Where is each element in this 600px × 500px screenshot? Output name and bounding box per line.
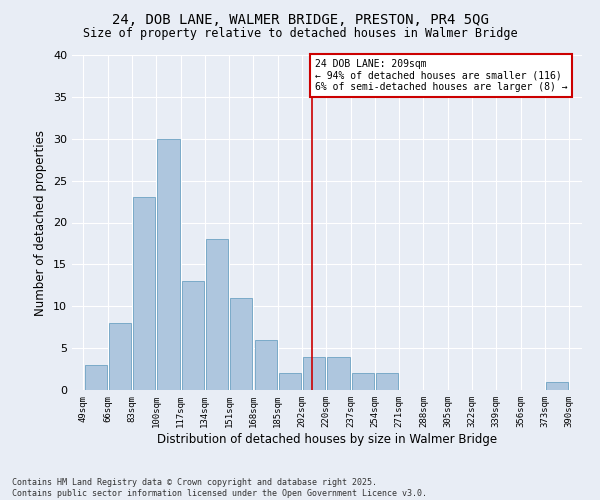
Text: Contains HM Land Registry data © Crown copyright and database right 2025.
Contai: Contains HM Land Registry data © Crown c… [12, 478, 427, 498]
Bar [376, 373, 398, 390]
Y-axis label: Number of detached properties: Number of detached properties [34, 130, 47, 316]
Bar [133, 198, 155, 390]
Bar [182, 281, 204, 390]
Bar [303, 356, 325, 390]
Bar [157, 138, 179, 390]
Bar [230, 298, 253, 390]
Bar [279, 373, 301, 390]
Text: 24 DOB LANE: 209sqm
← 94% of detached houses are smaller (116)
6% of semi-detach: 24 DOB LANE: 209sqm ← 94% of detached ho… [315, 59, 568, 92]
Bar [85, 365, 107, 390]
Bar [328, 356, 350, 390]
Bar [206, 240, 228, 390]
Bar [546, 382, 568, 390]
Bar [254, 340, 277, 390]
Text: Size of property relative to detached houses in Walmer Bridge: Size of property relative to detached ho… [83, 28, 517, 40]
Bar [352, 373, 374, 390]
Bar [109, 323, 131, 390]
Text: 24, DOB LANE, WALMER BRIDGE, PRESTON, PR4 5QG: 24, DOB LANE, WALMER BRIDGE, PRESTON, PR… [112, 12, 488, 26]
X-axis label: Distribution of detached houses by size in Walmer Bridge: Distribution of detached houses by size … [157, 432, 497, 446]
